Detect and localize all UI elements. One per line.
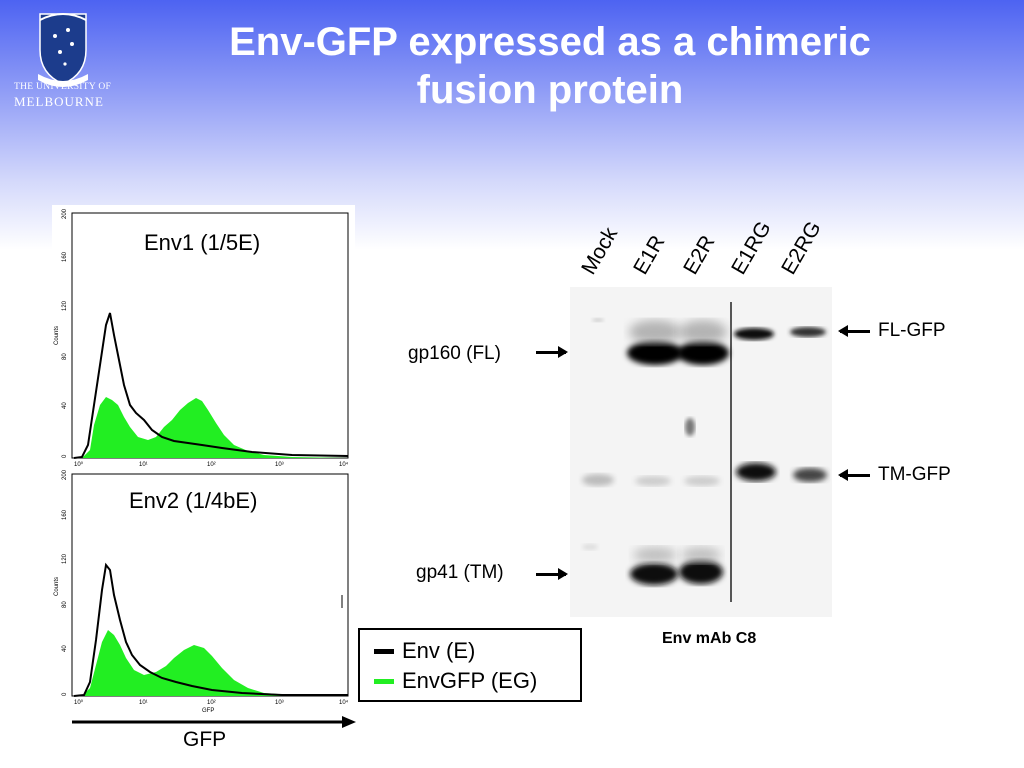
lane-label-e1r: E1R [629,231,670,279]
y-tick-200: 200 [62,470,68,480]
env-histogram-line [73,562,348,697]
y-tick-120: 120 [62,553,68,564]
x-tick-1: 10¹ [139,462,148,468]
x-tick-4: 10⁴ [339,699,349,706]
x-tick-4: 10⁴ [339,461,349,468]
y-tick-200: 200 [62,208,68,219]
legend-swatch-envgfp [374,678,394,684]
y-tick-120: 120 [62,300,68,311]
legend: Env (E) EnvGFP (EG) [358,628,582,702]
x-tick-3: 10³ [275,700,284,706]
x-tick-2: 10² [207,700,216,706]
lane-label-e2rg: E2RG [777,217,826,279]
logo-line2: MELBOURNE [14,94,104,109]
legend-item-env: Env (E) [374,638,475,664]
fl-gfp-label: FL-GFP [878,320,946,341]
gp41-label: gp41 (TM) [416,562,504,583]
y-tick-40: 40 [62,645,68,652]
envgfp-histogram-fill [82,630,348,696]
y-tick-160: 160 [62,509,68,520]
y-tick-80: 80 [62,353,68,360]
y-tick-40: 40 [62,402,68,409]
legend-label-envgfp: EnvGFP (EG) [402,668,538,693]
x-axis-title: GFP [202,708,214,714]
university-crest-logo [38,13,88,87]
x-tick-0: 10⁰ [74,699,84,706]
lane-label-mock: Mock [577,223,623,279]
x-tick-1: 10¹ [139,700,148,706]
antibody-label: Env mAb C8 [662,630,757,647]
legend-item-envgfp: EnvGFP (EG) [374,668,537,694]
slide-title: Env-GFP expressed as a chimeric fusion p… [150,18,950,114]
y-axis-title: Counts [54,577,60,596]
y-tick-0: 0 [62,454,68,458]
title-line1: Env-GFP expressed as a chimeric [229,20,871,64]
panel2-label: Env2 (1/4bE) [129,488,258,513]
tm-gfp-arrow [838,469,870,481]
y-tick-0: 0 [62,692,68,696]
gp160-arrow [536,346,568,358]
lane-label-e2r: E2R [679,231,720,279]
gp160-label: gp160 (FL) [408,343,501,364]
histogram-env2-plot: 0 40 80 120 160 200 Counts 10⁰ 10¹ 10² 1… [54,469,349,714]
western-blot-image [570,287,832,617]
gp41-arrow [536,568,568,580]
y-tick-80: 80 [62,601,68,608]
lane-label-e1rg: E1RG [727,217,776,279]
y-tick-160: 160 [62,251,68,262]
gfp-axis-arrow [72,716,356,728]
tm-gfp-label: TM-GFP [878,464,951,485]
y-axis-title: Counts [54,326,60,345]
logo-line1: THE UNIVERSITY OF [14,82,112,92]
x-tick-2: 10² [207,462,216,468]
legend-label-env: Env (E) [402,638,476,663]
env-histogram-line [73,312,349,459]
panel1-label: Env1 (1/5E) [144,230,261,255]
fl-gfp-arrow [838,325,870,337]
histogram-panel-env1: 0 40 80 120 160 200 Counts 10⁰ 10¹ 10² 1… [52,205,355,470]
legend-swatch-env [374,648,394,654]
title-line2: fusion protein [416,68,684,112]
envgfp-histogram-fill [82,397,348,458]
x-tick-0: 10⁰ [74,461,84,468]
histogram-panel-env2: 0 40 80 120 160 200 Counts 10⁰ 10¹ 10² 1… [52,469,355,715]
x-tick-3: 10³ [275,462,284,468]
gfp-axis-label: GFP [183,728,227,751]
histogram-env1-plot: 0 40 80 120 160 200 Counts 10⁰ 10¹ 10² 1… [54,208,349,468]
